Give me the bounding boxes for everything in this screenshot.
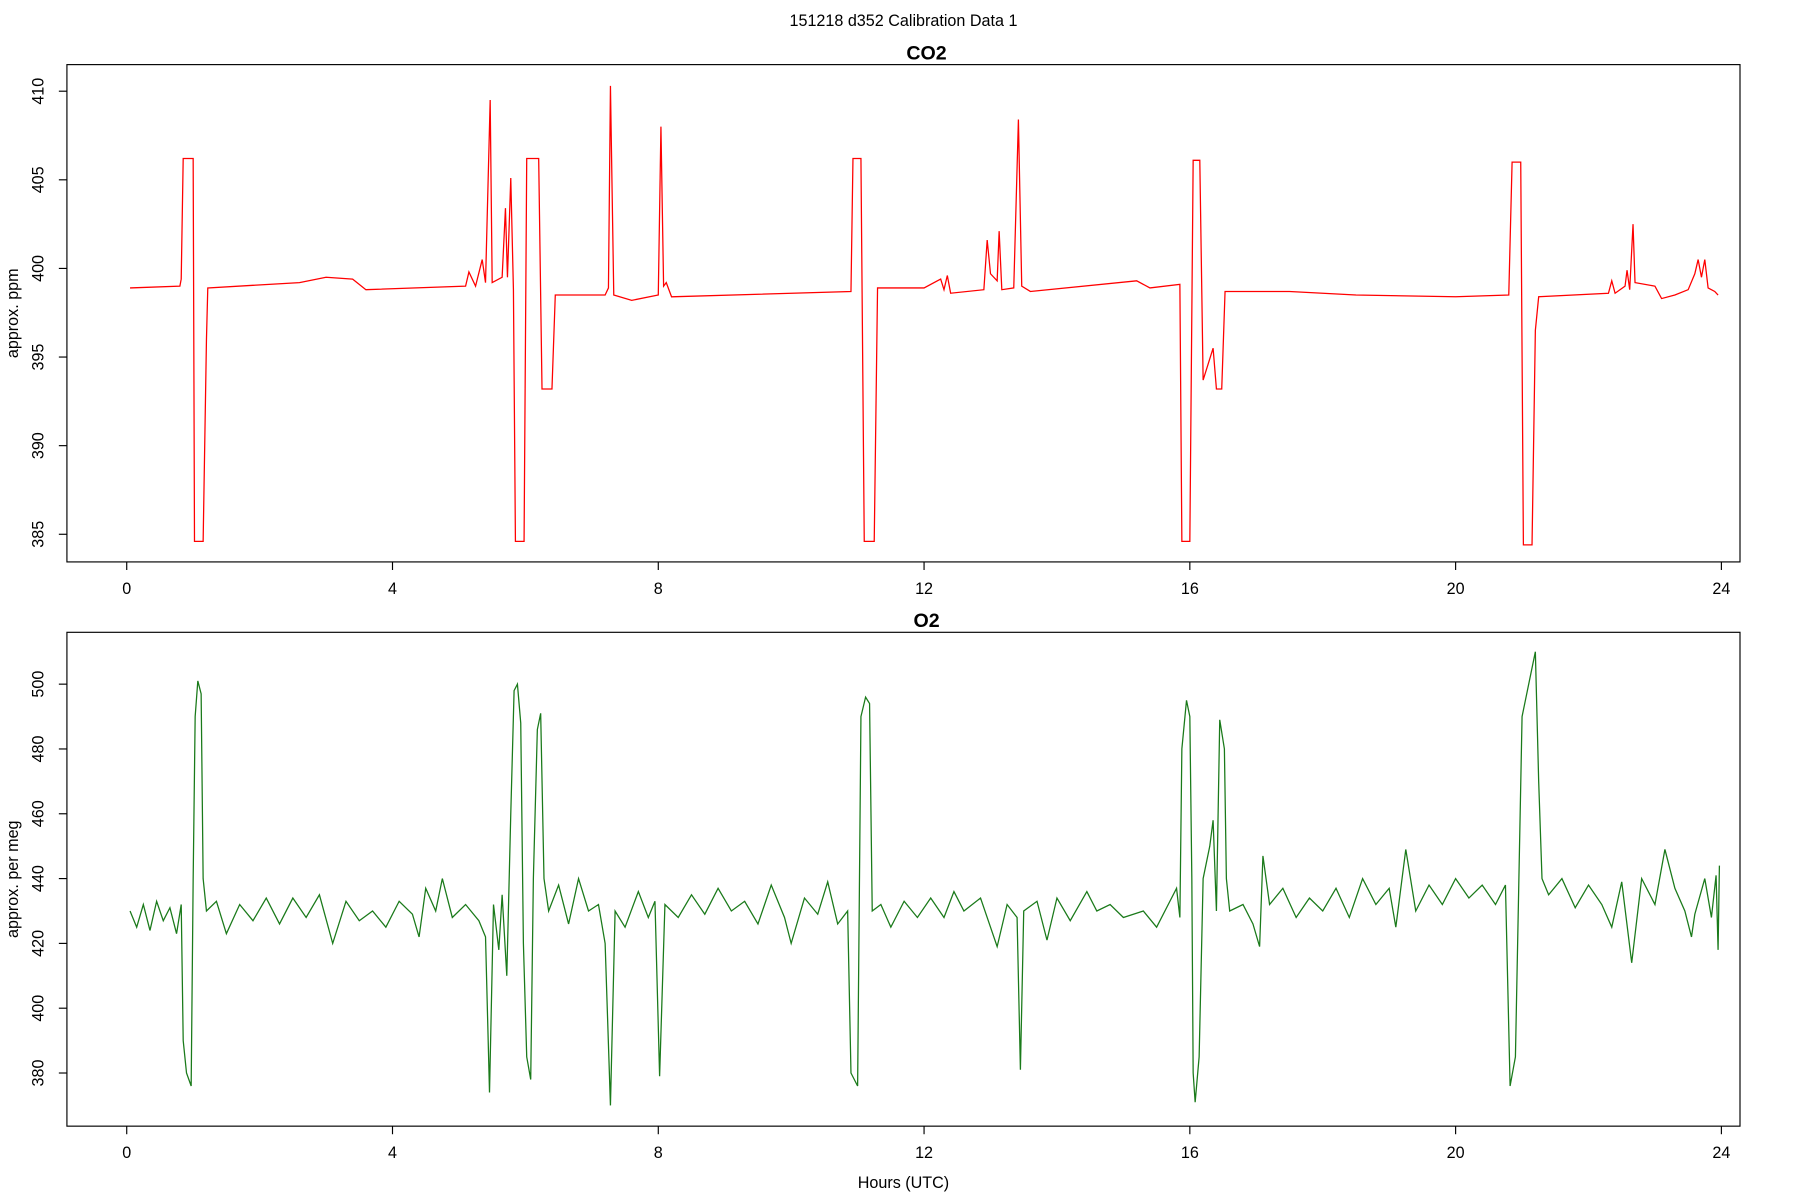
y-tick-label: 395 — [29, 344, 47, 371]
x-tick-label: 8 — [654, 580, 663, 598]
y-tick-label: 420 — [29, 930, 47, 957]
y-tick-label: 380 — [29, 1060, 47, 1087]
panel-title: CO2 — [906, 42, 946, 64]
x-tick-label: 8 — [654, 1144, 663, 1162]
x-tick-label: 20 — [1447, 580, 1465, 598]
y-axis-label: approx. per meg — [4, 820, 22, 938]
x-axis-label: Hours (UTC) — [858, 1174, 949, 1192]
panel-title: O2 — [913, 610, 939, 632]
x-tick-label: 16 — [1181, 1144, 1199, 1162]
plot-box — [66, 64, 1741, 563]
y-tick-label: 385 — [29, 521, 47, 548]
y-tick-label: 410 — [29, 78, 47, 105]
x-tick-label: 12 — [915, 1144, 933, 1162]
data-line — [129, 651, 1721, 1106]
x-tick-label: 24 — [1712, 580, 1730, 598]
data-line — [130, 85, 1719, 546]
y-tick-label: 400 — [29, 995, 47, 1022]
figure-title: 151218 d352 Calibration Data 1 — [789, 12, 1017, 30]
x-tick-label: 0 — [122, 580, 131, 598]
x-tick-label: 4 — [388, 580, 397, 598]
x-tick-label: 20 — [1447, 1144, 1465, 1162]
x-tick-label: 16 — [1181, 580, 1199, 598]
x-tick-label: 0 — [122, 1144, 131, 1162]
y-tick-label: 405 — [29, 166, 47, 193]
y-tick-label: 400 — [29, 255, 47, 282]
x-tick-label: 4 — [388, 1144, 397, 1162]
plot-box — [66, 631, 1741, 1127]
y-tick-label: 500 — [29, 671, 47, 698]
x-tick-label: 12 — [915, 580, 933, 598]
y-tick-label: 440 — [29, 865, 47, 892]
y-axis-label: approx. ppm — [4, 268, 22, 358]
y-tick-label: 460 — [29, 800, 47, 827]
y-tick-label: 390 — [29, 432, 47, 459]
x-tick-label: 24 — [1712, 1144, 1730, 1162]
y-tick-label: 480 — [29, 735, 47, 762]
